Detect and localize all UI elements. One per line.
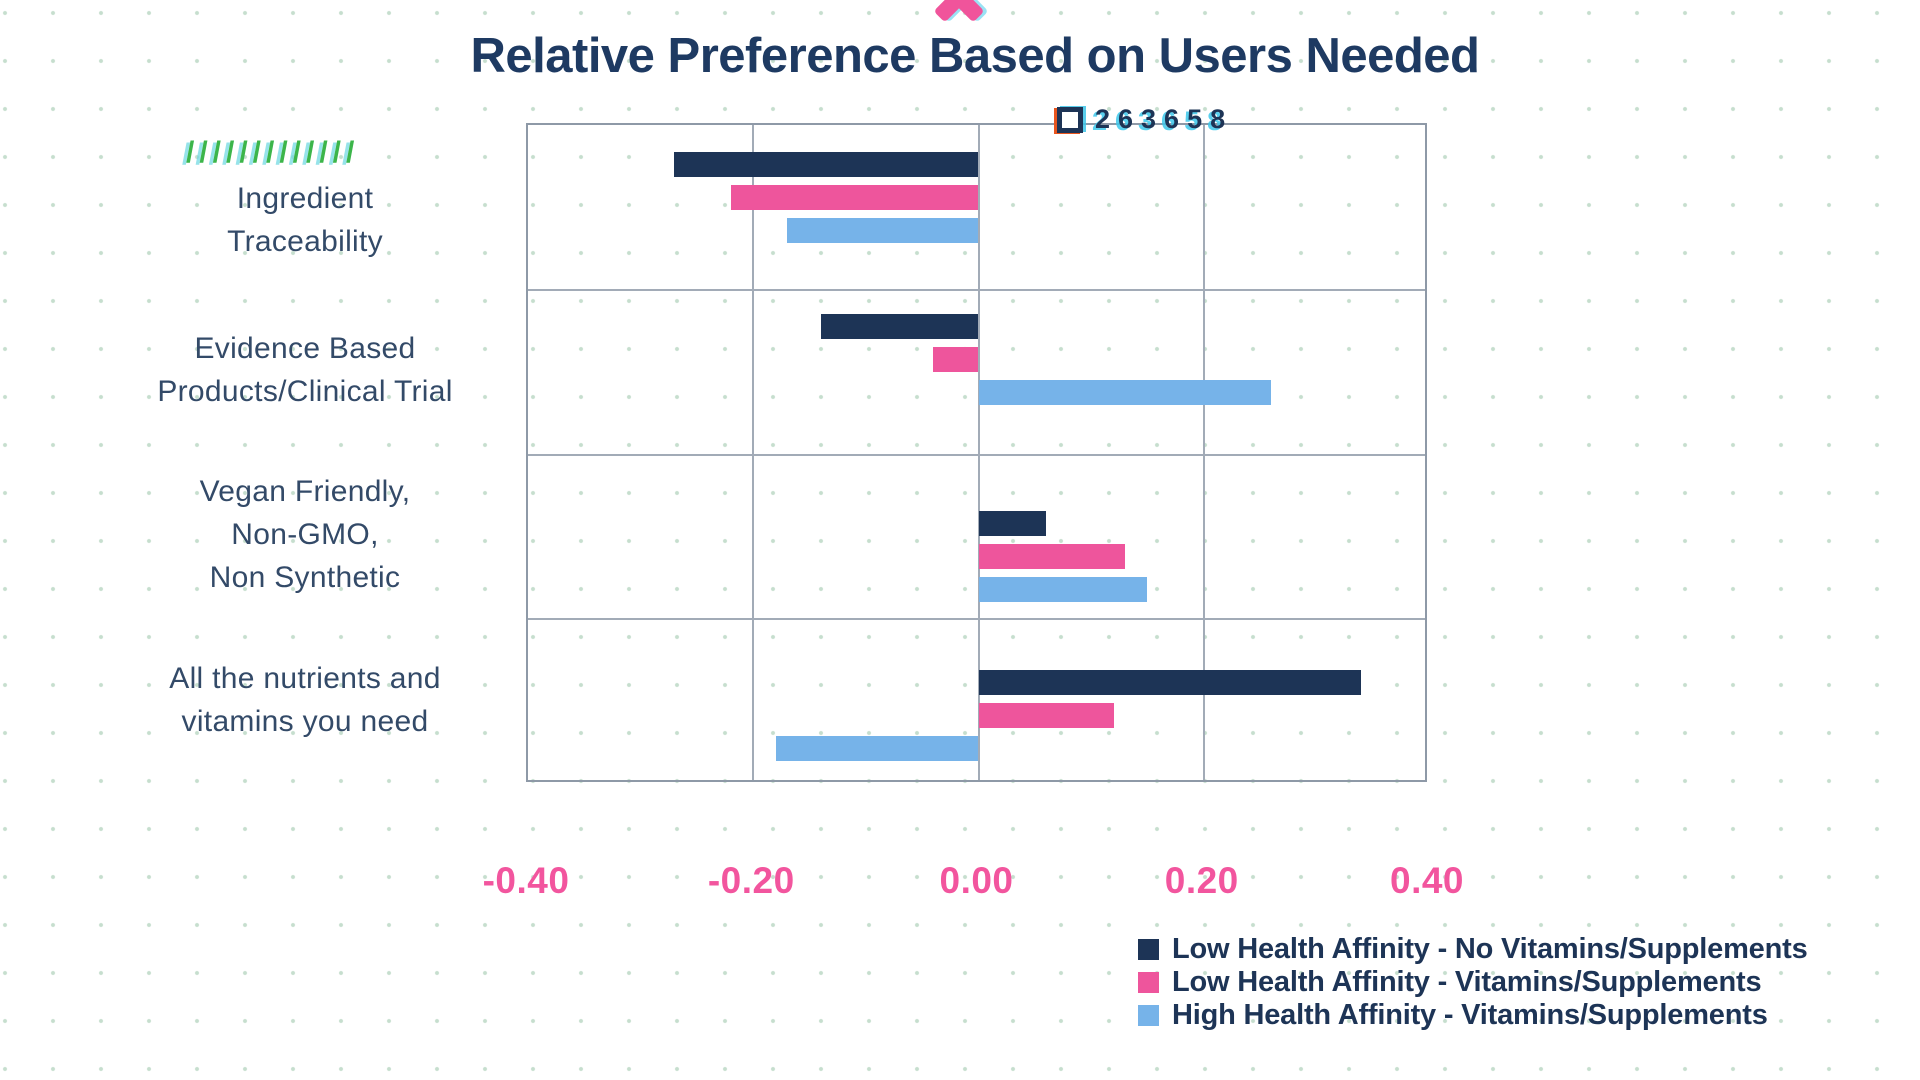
- bar-series2-row1: [730, 185, 979, 210]
- x-tick-label: -0.40: [482, 860, 570, 901]
- legend-item: Low Health Affinity - Vitamins/Supplemen…: [1138, 967, 1808, 997]
- legend-item: High Health Affinity - Vitamins/Suppleme…: [1138, 1000, 1808, 1030]
- category-label-line: Non-GMO,: [231, 518, 379, 552]
- category-label-line: Non Synthetic: [209, 561, 401, 595]
- x-tick-label: 0.40: [1389, 860, 1465, 901]
- slashes-doodle-icon: /////////////: [186, 136, 360, 169]
- horizontal-gridline: [528, 618, 1425, 621]
- pink-cross-icon: [928, 0, 992, 25]
- legend-item: Low Health Affinity - No Vitamins/Supple…: [1138, 934, 1808, 964]
- bar-series1-row3: [978, 510, 1047, 536]
- sample-size-marker: 263658: [1057, 104, 1233, 135]
- sample-size-value: 263658: [1095, 104, 1234, 134]
- category-label-line: vitamins you need: [181, 704, 429, 738]
- bar-series3-row4: [775, 736, 979, 762]
- plot-area: [526, 123, 1427, 782]
- horizontal-gridline: [528, 288, 1425, 291]
- x-tick-label: 0.00: [939, 860, 1014, 901]
- bar-series1-row1: [674, 152, 979, 177]
- category-label: Evidence Based Products/Clinical Trial: [100, 288, 510, 453]
- legend-label: High Health Affinity - Vitamins/Suppleme…: [1172, 999, 1768, 1031]
- category-label-line: Evidence Based: [194, 332, 416, 366]
- legend: Low Health Affinity - No Vitamins/Supple…: [1138, 934, 1808, 1033]
- legend-swatch-icon: [1138, 971, 1159, 993]
- category-label: All the nutrients and vitamins you need: [100, 617, 510, 782]
- category-label-line: All the nutrients and: [169, 661, 441, 695]
- legend-label: Low Health Affinity - No Vitamins/Supple…: [1172, 933, 1808, 965]
- legend-swatch-icon: [1138, 938, 1159, 960]
- bar-series3-row2: [978, 379, 1272, 405]
- bar-series2-row4: [978, 703, 1114, 729]
- category-label: Vegan Friendly, Non-GMO, Non Synthetic: [100, 453, 510, 618]
- vertical-gridline: [977, 125, 980, 780]
- vertical-gridline: [752, 125, 755, 780]
- bar-series1-row4: [978, 670, 1362, 696]
- chart-title: Relative Preference Based on Users Neede…: [470, 29, 1480, 83]
- bar-series3-row1: [787, 218, 979, 243]
- category-label: Ingredient Traceability: [100, 123, 510, 288]
- bar-series2-row3: [978, 543, 1125, 569]
- bar-series2-row2: [933, 346, 979, 372]
- bar-series1-row2: [820, 313, 979, 339]
- vertical-gridline: [1202, 125, 1205, 780]
- category-label-line: Traceability: [227, 225, 383, 259]
- legend-label: Low Health Affinity - Vitamins/Supplemen…: [1172, 966, 1762, 998]
- legend-swatch-icon: [1138, 1004, 1159, 1026]
- horizontal-gridline: [528, 453, 1425, 456]
- category-label-line: Products/Clinical Trial: [157, 375, 453, 409]
- category-label-line: Ingredient: [236, 182, 374, 216]
- x-tick-label: 0.20: [1164, 860, 1239, 901]
- x-tick-label: -0.20: [707, 860, 795, 901]
- category-label-line: Vegan Friendly,: [199, 475, 411, 509]
- bar-series3-row3: [978, 576, 1148, 602]
- checkbox-icon: [1057, 106, 1083, 133]
